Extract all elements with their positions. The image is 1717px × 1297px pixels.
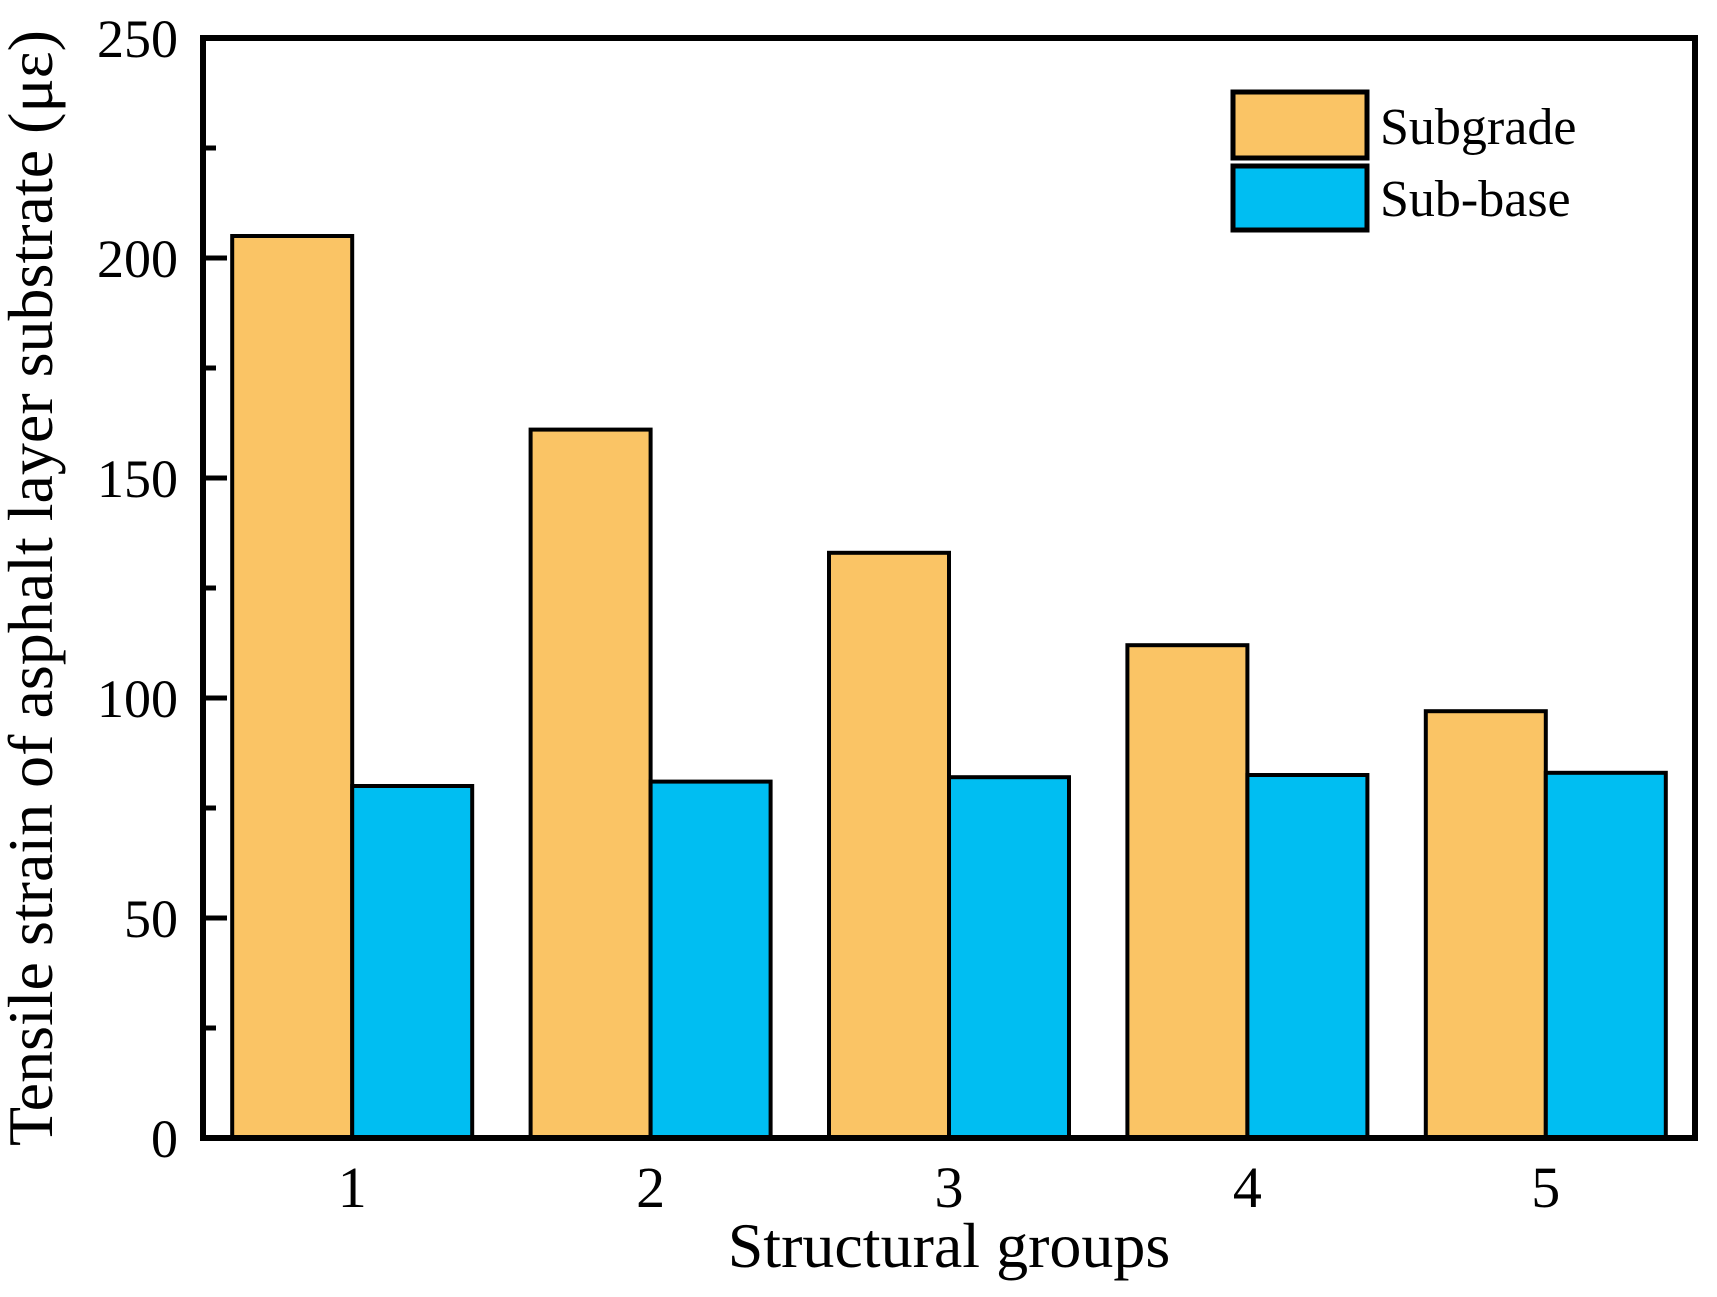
x-tick-label-2: 2 bbox=[636, 1155, 665, 1220]
y-tick-label-0: 0 bbox=[151, 1109, 178, 1169]
bar-subgrade-group-1 bbox=[230, 234, 355, 1140]
x-tick-label-4: 4 bbox=[1233, 1155, 1262, 1220]
y-tick-label-100: 100 bbox=[97, 669, 178, 729]
x-axis-title: Structural groups bbox=[728, 1210, 1171, 1281]
y-axis-title: Tensile strain of asphalt layer substrat… bbox=[0, 30, 66, 1146]
x-tick-label-3: 3 bbox=[935, 1155, 964, 1220]
legend-swatch-subbase bbox=[1230, 163, 1370, 233]
legend-label-subgrade: Subgrade bbox=[1380, 99, 1576, 156]
plot-area: 0 50 100 150 200 250 1 2 3 4 5 bbox=[97, 9, 1698, 1220]
y-tick-label-250: 250 bbox=[97, 9, 178, 69]
bar-sub-base-group-4 bbox=[1245, 773, 1370, 1140]
bar-sub-base-group-3 bbox=[947, 775, 1071, 1140]
bar-subgrade-group-5 bbox=[1423, 709, 1548, 1140]
bar-sub-base-group-2 bbox=[648, 779, 773, 1140]
legend-swatch-subgrade bbox=[1230, 89, 1370, 161]
x-tick-label-5: 5 bbox=[1531, 1155, 1560, 1220]
legend: Subgrade Sub-base bbox=[1230, 89, 1576, 233]
bar-sub-base-group-1 bbox=[350, 784, 475, 1140]
legend-label-subbase: Sub-base bbox=[1380, 171, 1571, 228]
bar-subgrade-group-2 bbox=[528, 427, 653, 1141]
bar-subgrade-group-3 bbox=[827, 550, 951, 1140]
y-tick-label-200: 200 bbox=[97, 229, 178, 289]
y-tick-label-150: 150 bbox=[97, 449, 178, 509]
y-tick-label-50: 50 bbox=[124, 889, 178, 949]
bar-subgrade-group-4 bbox=[1125, 643, 1250, 1140]
x-tick-label-1: 1 bbox=[338, 1155, 367, 1220]
bar-sub-base-group-5 bbox=[1543, 770, 1668, 1140]
